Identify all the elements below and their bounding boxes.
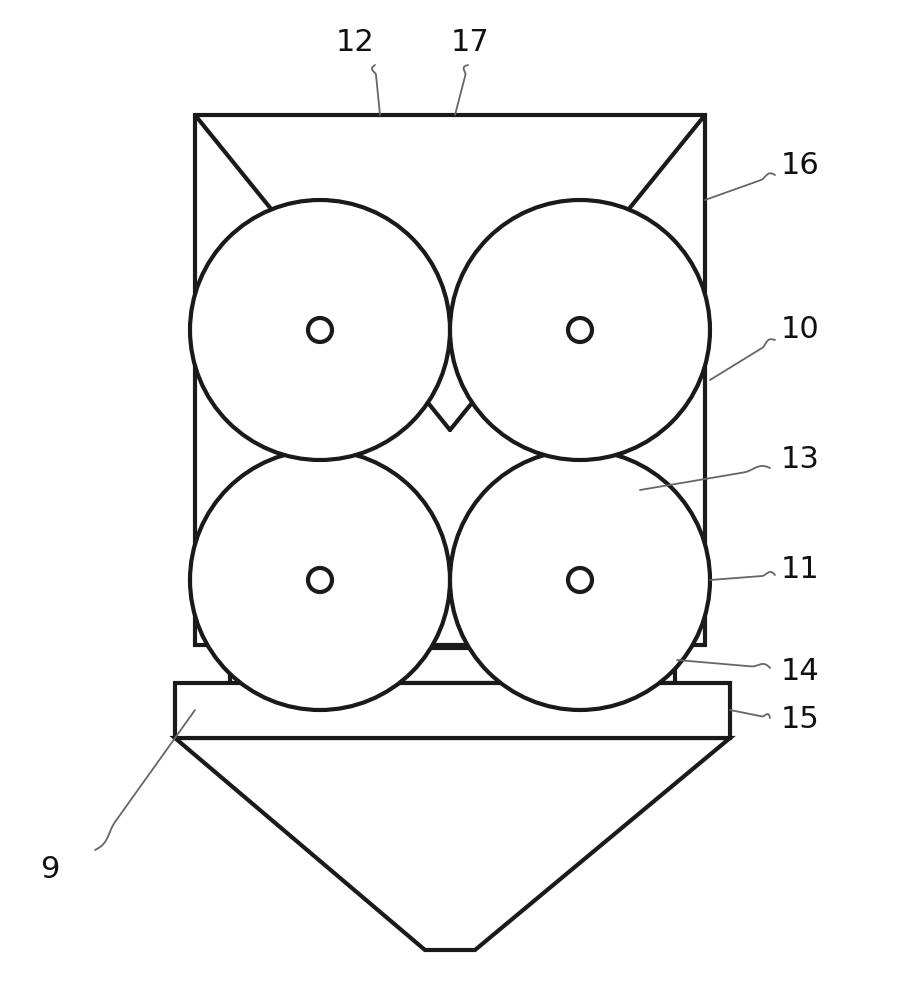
Circle shape bbox=[450, 200, 709, 460]
Bar bbox=[195, 115, 704, 645]
Circle shape bbox=[450, 450, 709, 710]
Circle shape bbox=[190, 450, 450, 710]
Bar bbox=[229, 648, 675, 683]
Bar bbox=[175, 683, 730, 738]
Text: 13: 13 bbox=[779, 446, 818, 475]
Circle shape bbox=[308, 568, 331, 592]
Polygon shape bbox=[175, 738, 730, 950]
Circle shape bbox=[190, 200, 450, 460]
Text: 16: 16 bbox=[780, 151, 818, 180]
Text: 10: 10 bbox=[780, 316, 818, 344]
Text: 14: 14 bbox=[780, 658, 818, 686]
Circle shape bbox=[567, 568, 591, 592]
Text: 11: 11 bbox=[780, 556, 818, 584]
Text: 9: 9 bbox=[41, 855, 60, 884]
Text: 15: 15 bbox=[780, 706, 818, 734]
Circle shape bbox=[308, 318, 331, 342]
Text: 17: 17 bbox=[450, 28, 489, 57]
Circle shape bbox=[567, 318, 591, 342]
Text: 12: 12 bbox=[335, 28, 374, 57]
